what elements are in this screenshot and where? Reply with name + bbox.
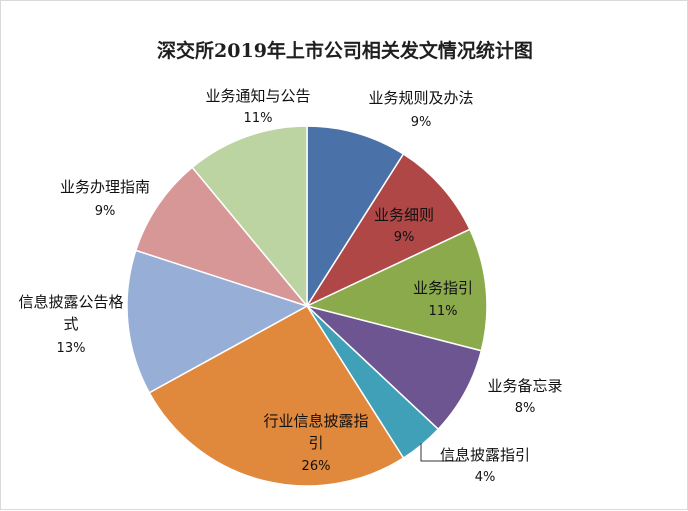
slice-label: 业务规则及办法	[368, 89, 473, 107]
pie-slice	[306, 305, 483, 431]
slice-value-label: 9%	[95, 204, 116, 219]
slice-label: 行业信息披露指	[263, 412, 368, 430]
slice-value-label: 11%	[244, 111, 273, 126]
pie-slice	[148, 305, 405, 487]
slice-label: 引	[308, 434, 323, 452]
slice-value-label: 13%	[57, 341, 86, 356]
slice-value-label: 26%	[302, 459, 331, 474]
slice-label: 业务通知与公告	[205, 87, 310, 105]
slice-label: 信息披露公告格	[18, 293, 123, 311]
slice-value-label: 8%	[515, 401, 536, 416]
pie-slice	[306, 125, 405, 309]
slice-label: 业务细则	[374, 206, 434, 224]
slice-label: 业务备忘录	[487, 377, 562, 395]
pie-slice	[304, 228, 488, 352]
pie-slice	[126, 249, 309, 394]
leader-line	[420, 443, 462, 462]
slice-label: 业务指引	[413, 279, 473, 297]
slice-label: 式	[63, 315, 78, 333]
pie-slice	[134, 166, 310, 308]
pie-slice	[191, 125, 308, 309]
slice-value-label: 11%	[429, 304, 458, 319]
slice-value-label: 9%	[411, 115, 432, 130]
slice-label: 业务办理指南	[60, 178, 150, 196]
slice-value-label: 9%	[394, 230, 415, 245]
slice-label: 信息披露指引	[440, 446, 530, 464]
slice-value-label: 4%	[475, 470, 496, 485]
chart-title: 深交所2019年上市公司相关发文情况统计图	[157, 40, 533, 62]
pie-slice	[304, 152, 471, 308]
